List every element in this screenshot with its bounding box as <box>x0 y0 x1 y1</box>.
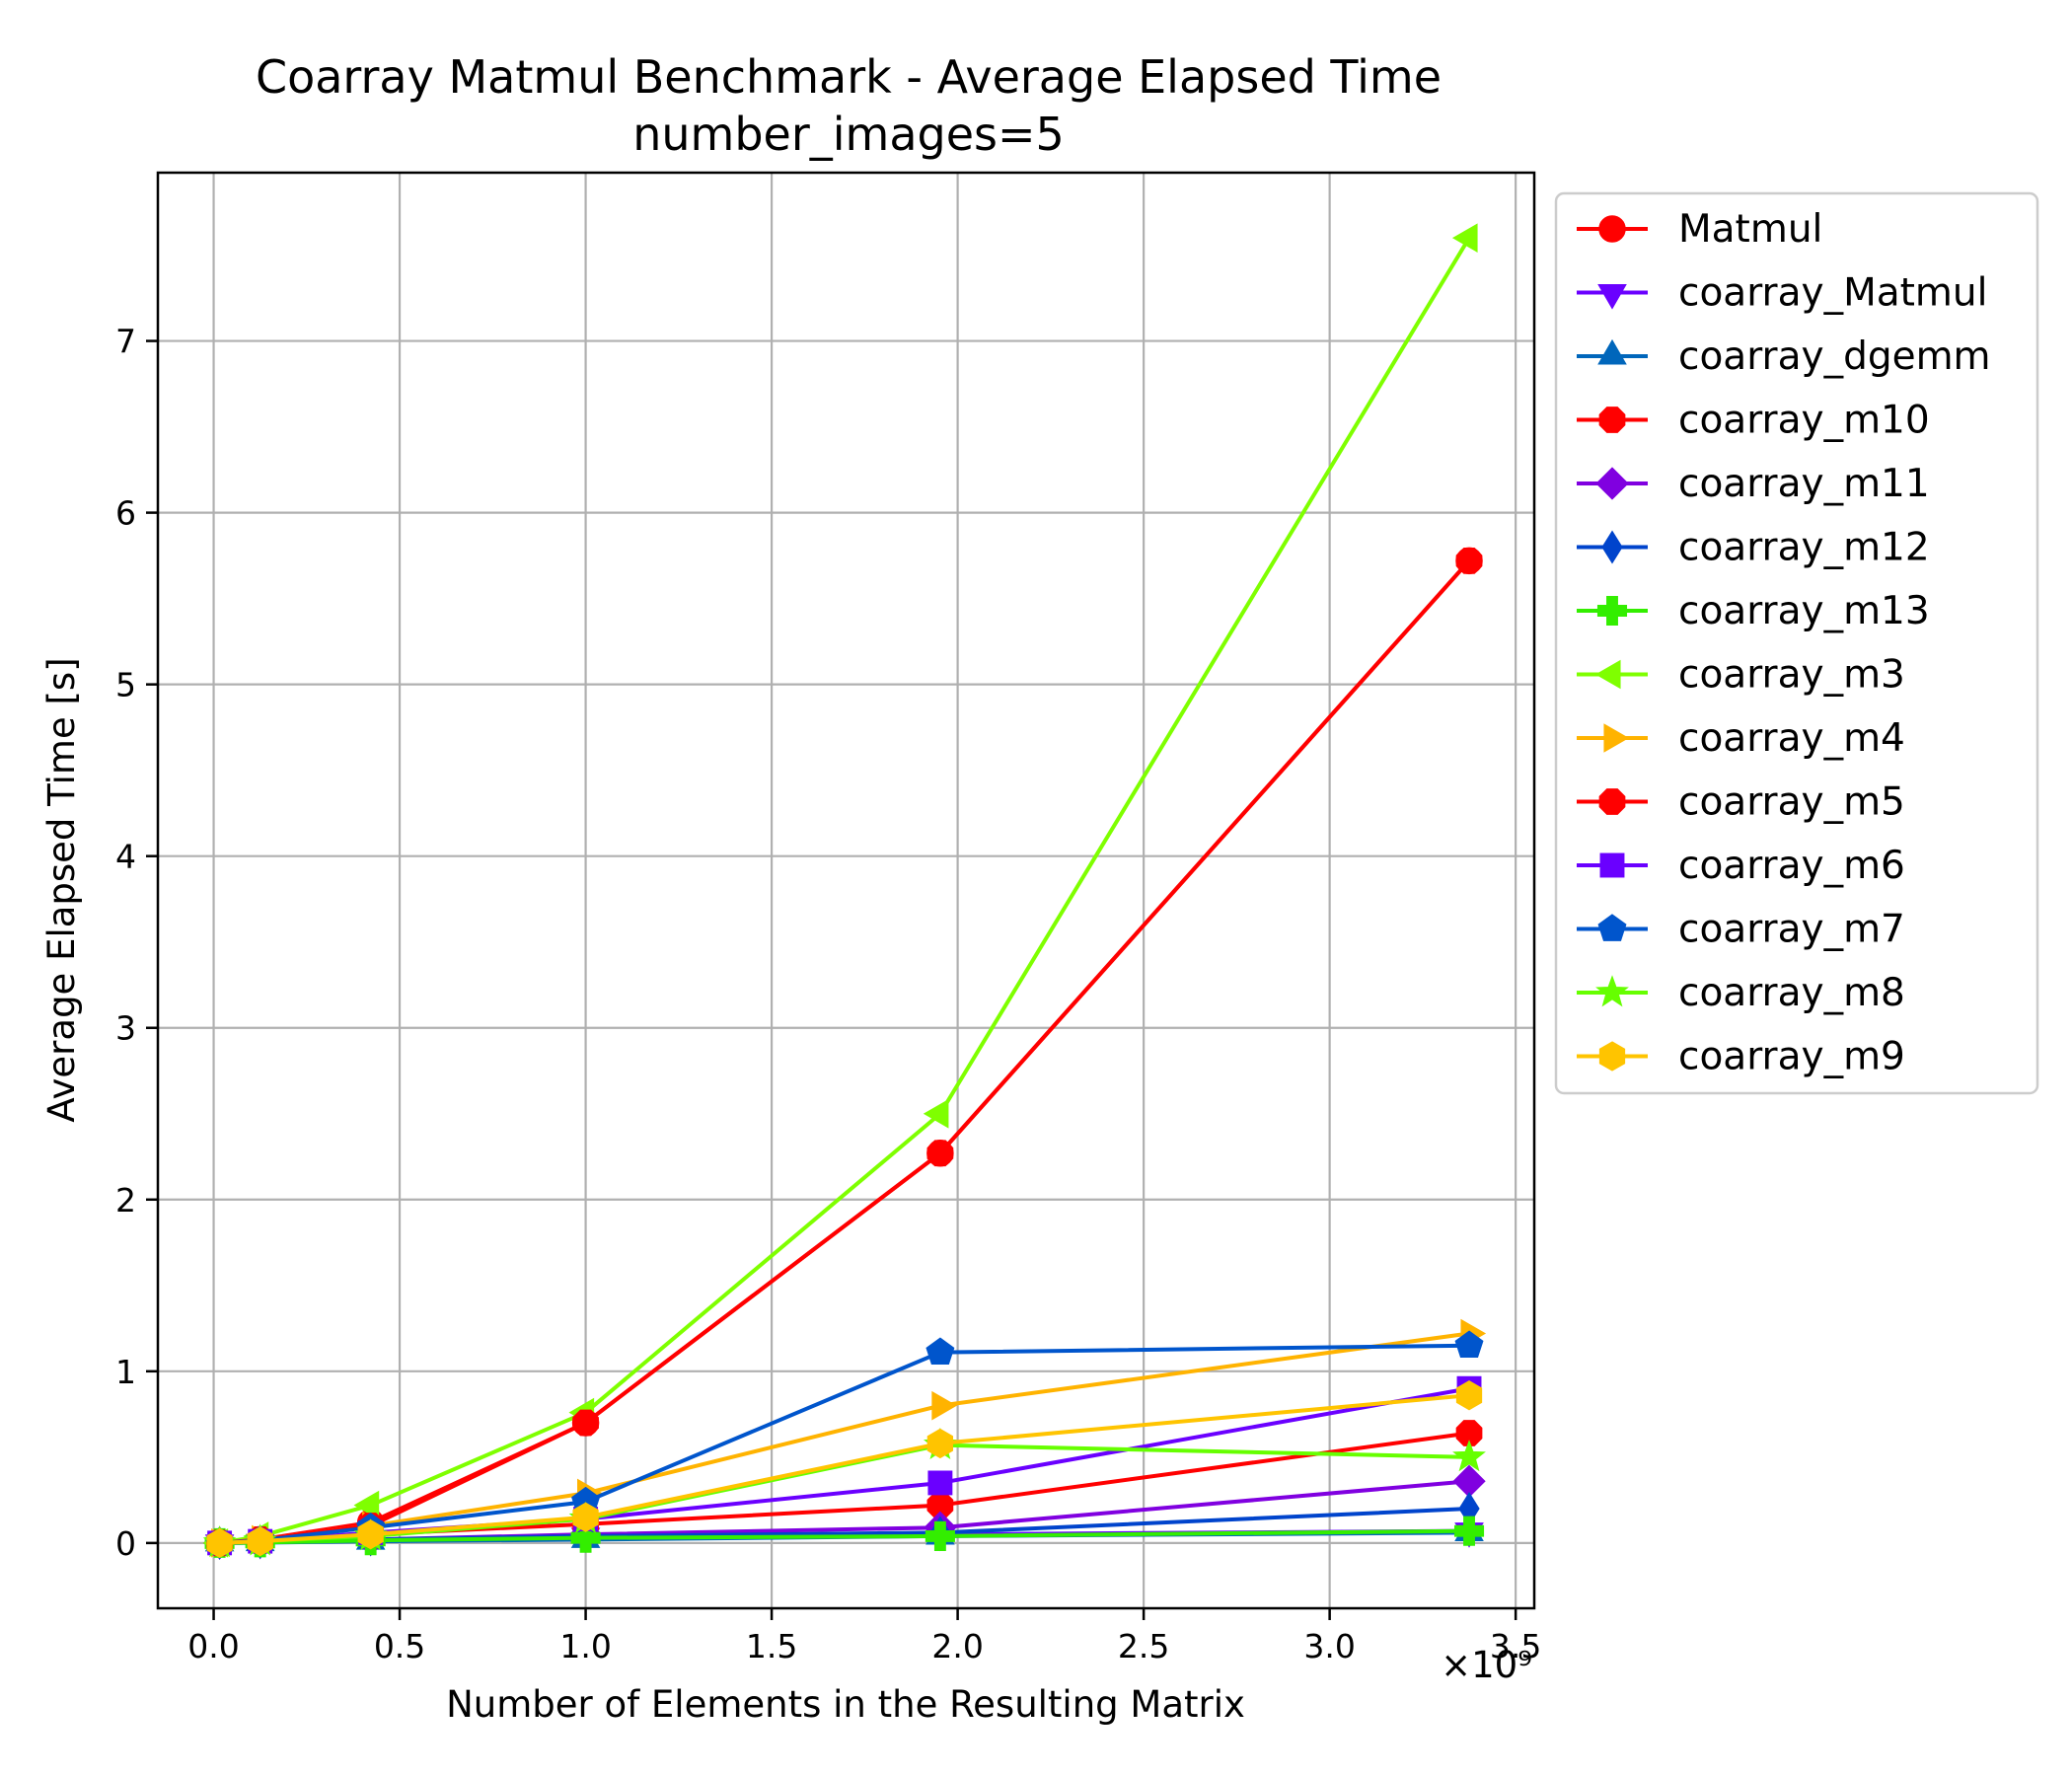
series-line <box>219 559 1471 1545</box>
y-tick-label: 4 <box>115 838 136 876</box>
legend-entry: coarray_m4 <box>1577 716 1905 761</box>
legend-entry: coarray_Matmul <box>1577 271 1987 316</box>
x-tick-label: 1.5 <box>746 1627 797 1665</box>
legend-label: coarray_m6 <box>1678 844 1905 888</box>
legend-marker <box>1598 215 1626 243</box>
x-tick-label: 3.0 <box>1303 1627 1355 1665</box>
x-tick-label: 0.5 <box>374 1627 425 1665</box>
legend-marker <box>1598 407 1626 433</box>
legend-label: coarray_m7 <box>1678 908 1905 952</box>
legend-entry: coarray_dgemm <box>1577 334 1991 379</box>
legend-label: Matmul <box>1678 207 1822 252</box>
legend-label: coarray_dgemm <box>1678 334 1991 379</box>
x-axis-label: Number of Elements in the Resulting Matr… <box>446 1683 1245 1726</box>
data-point <box>206 1527 233 1559</box>
data-point <box>1455 1380 1483 1411</box>
legend-entry: coarray_m9 <box>1577 1035 1905 1079</box>
x-tick-label: 1.0 <box>559 1627 611 1665</box>
data-point <box>1454 1330 1484 1359</box>
legend-marker <box>1596 595 1628 627</box>
legend-marker <box>1595 467 1629 500</box>
series-line <box>219 559 1471 1545</box>
x-tick-label: 2.5 <box>1118 1627 1169 1665</box>
legend-label: coarray_m9 <box>1678 1035 1905 1079</box>
legend-label: coarray_m12 <box>1678 526 1930 570</box>
legend-label: coarray_m10 <box>1678 399 1930 443</box>
legend-marker <box>1598 788 1626 815</box>
data-point <box>923 1098 949 1129</box>
data-point <box>925 1520 955 1551</box>
data-point <box>926 1428 954 1459</box>
series-coarray_m5 <box>206 547 1483 1557</box>
y-axis-label: Average Elapsed Time [s] <box>40 657 83 1122</box>
legend-label: coarray_Matmul <box>1678 271 1987 316</box>
series-coarray_m9 <box>206 1380 1483 1559</box>
legend-label: coarray_m8 <box>1678 971 1905 1015</box>
data-point <box>1453 1516 1485 1546</box>
legend-entry: coarray_m8 <box>1577 971 1905 1015</box>
legend-marker <box>1597 283 1627 310</box>
x-tick-label: 0.0 <box>187 1627 239 1665</box>
y-tick-label: 1 <box>115 1353 136 1391</box>
y-axis-ticks: 0 1 2 3 4 5 6 7 <box>115 323 158 1563</box>
y-tick-label: 5 <box>115 666 136 704</box>
legend-marker <box>1598 1041 1626 1072</box>
y-tick-label: 7 <box>115 323 136 361</box>
legend-entry: coarray_m6 <box>1577 844 1905 888</box>
legend-entry: coarray_m5 <box>1577 780 1905 825</box>
legend-marker <box>1594 659 1621 690</box>
legend-label: coarray_m13 <box>1678 589 1930 633</box>
data-point <box>572 1502 599 1532</box>
chart-title: Coarray Matmul Benchmark - Average Elaps… <box>256 50 1442 104</box>
data-point <box>353 1490 380 1520</box>
data-point <box>357 1518 384 1550</box>
legend-label: coarray_m5 <box>1678 780 1905 825</box>
data-point <box>931 1390 957 1421</box>
legend-label: coarray_m4 <box>1678 716 1905 761</box>
legend-marker <box>1599 852 1625 878</box>
legend-marker <box>1597 338 1627 365</box>
legend-entry: coarray_m7 <box>1577 908 1905 952</box>
legend-frame <box>1554 191 2039 1095</box>
legend-entry: coarray_m10 <box>1577 399 1930 443</box>
series-Matmul <box>205 547 1483 1557</box>
legend-entry: coarray_m13 <box>1577 589 1930 633</box>
series-line <box>219 1343 1470 1545</box>
data-point <box>927 1470 953 1496</box>
legend-marker <box>1603 723 1630 753</box>
data-point <box>1455 547 1483 574</box>
x-tick-label: 2.0 <box>931 1627 983 1665</box>
legend-marker <box>1597 914 1627 941</box>
grid <box>158 173 1534 1608</box>
legend-label: coarray_m11 <box>1678 462 1930 506</box>
data-point <box>1451 223 1478 253</box>
legend-marker <box>1601 530 1623 564</box>
data-point <box>572 1409 599 1437</box>
x-tick-label: 3.5 <box>1490 1627 1541 1665</box>
legend-label: coarray_m3 <box>1678 653 1905 698</box>
series-coarray_m4 <box>211 1318 1487 1558</box>
legend-entry: Matmul <box>1577 207 1822 252</box>
y-tick-label: 3 <box>115 1009 136 1048</box>
data-point <box>570 1522 601 1553</box>
legend-marker <box>1595 975 1629 1007</box>
legend-entry: coarray_m11 <box>1577 462 1930 506</box>
y-tick-label: 2 <box>115 1181 136 1220</box>
legend-entry: coarray_m3 <box>1577 653 1905 698</box>
series-layer <box>202 223 1487 1560</box>
plot-frame <box>156 171 1536 1610</box>
legend-entry: coarray_m12 <box>1577 526 1930 570</box>
legend: Matmul coarray_Matmul coarray_dgemmcoarray… <box>1554 191 2039 1095</box>
data-point <box>926 1140 954 1167</box>
x-axis-ticks: 0.0 0.5 1.0 1.5 2.0 2.5 3.0 3.5 <box>187 1608 1541 1665</box>
chart-subtitle: number_images=5 <box>632 108 1065 161</box>
x-axis-multiplier: ×10⁹ <box>1441 1644 1532 1686</box>
data-point <box>1452 1440 1486 1472</box>
data-point <box>247 1525 273 1557</box>
data-point <box>925 1337 955 1365</box>
y-tick-label: 0 <box>115 1524 136 1563</box>
y-tick-label: 6 <box>115 494 136 533</box>
